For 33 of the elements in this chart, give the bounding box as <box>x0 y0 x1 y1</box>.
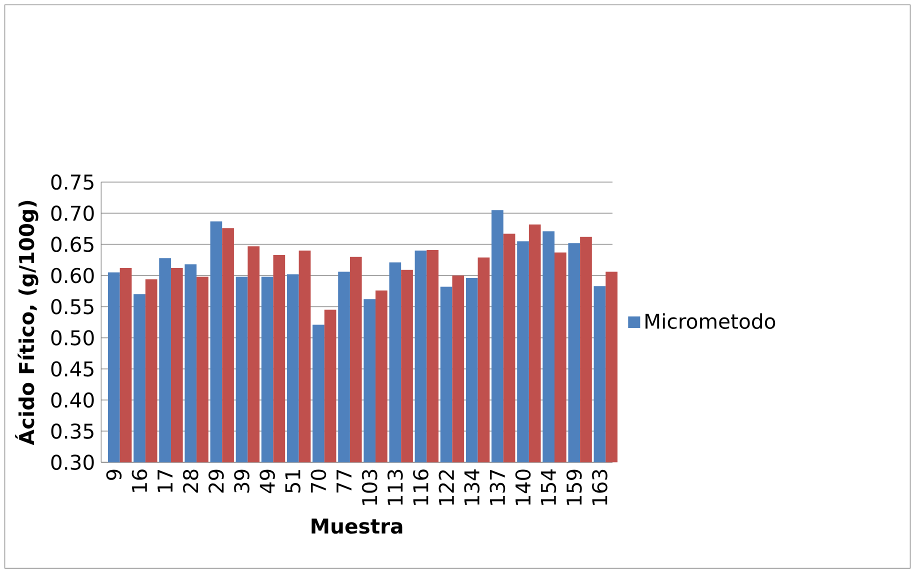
x-tick-label: 154 <box>541 469 556 505</box>
legend-label: Micrometodo <box>646 313 776 329</box>
x-tick-label: 137 <box>490 470 506 505</box>
y-tick-label: 0.55 <box>51 298 94 314</box>
y-tick-label: 0.70 <box>51 206 94 221</box>
x-tick-label: 17 <box>158 470 172 492</box>
y-tick-label: 0.60 <box>51 268 94 284</box>
x-tick-label: 163 <box>592 470 608 505</box>
x-tick-label: 122 <box>438 470 454 505</box>
x-tick-label: 49 <box>260 470 276 494</box>
y-tick-label: 0.45 <box>51 361 94 377</box>
x-tick-label: 116 <box>413 470 428 505</box>
y-tick-label: 0.40 <box>51 392 94 408</box>
x-tick-label: 9 <box>106 470 122 480</box>
x-tick-label: 159 <box>566 470 582 505</box>
x-tick-label: 140 <box>515 470 531 505</box>
y-axis-title: Ácido Fítico, (g/100g) <box>15 200 38 446</box>
x-tick-label: 77 <box>336 470 352 492</box>
x-tick-label: 28 <box>182 470 198 493</box>
x-tick-label: 113 <box>387 470 403 505</box>
y-tick-label: 0.75 <box>51 174 94 190</box>
y-tick-label: 0.35 <box>51 423 94 439</box>
x-tick-label: 29 <box>208 470 224 493</box>
x-tick-label: 51 <box>285 470 300 493</box>
x-tick-label: 16 <box>132 470 148 492</box>
x-axis-title: Muestra <box>312 518 402 534</box>
x-tick-label: 103 <box>362 470 378 505</box>
x-tick-label: 70 <box>310 470 326 492</box>
x-tick-label: 134 <box>464 469 480 505</box>
y-tick-label: 0.65 <box>51 236 94 252</box>
x-tick-label: 39 <box>234 470 250 493</box>
y-tick-label: 0.30 <box>51 454 94 470</box>
y-tick-label: 0.50 <box>51 330 94 346</box>
